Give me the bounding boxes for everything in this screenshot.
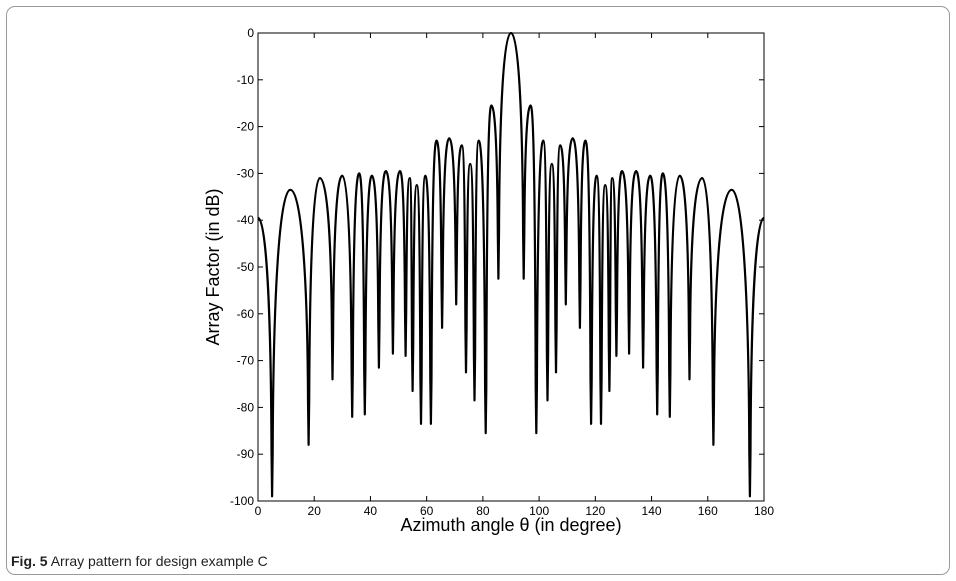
y-tick-label: -10 [237, 73, 255, 87]
y-axis-label: Array Factor (in dB) [203, 188, 223, 345]
y-tick-label: -20 [237, 120, 255, 134]
x-tick-label: 100 [529, 504, 549, 518]
figure-number: Fig. 5 [11, 553, 48, 569]
x-tick-label: 0 [255, 504, 262, 518]
x-axis-label: Azimuth angle θ (in degree) [400, 515, 621, 535]
y-tick-label: -100 [230, 494, 254, 508]
figure-frame [6, 6, 950, 575]
array-factor-series [257, 31, 765, 498]
x-tick-label: 60 [420, 504, 434, 518]
array-factor-chart: 0 -10 -20 -30 -40 -50 -60 -70 -80 -90 -100 0 20 40 60… [203, 26, 774, 535]
x-tick-label: 80 [476, 504, 490, 518]
x-tick-label: 40 [364, 504, 378, 518]
x-tick-label: 20 [308, 504, 322, 518]
y-tick-label: -50 [237, 260, 255, 274]
y-tick-label: -60 [237, 307, 255, 321]
x-tick-label: 160 [698, 504, 718, 518]
x-axis-ticks: 0 20 40 60 80 100 120 140 160 180 [255, 33, 774, 518]
y-tick-label: -30 [237, 166, 255, 180]
figure-caption: Fig. 5 Array pattern for design example … [11, 553, 268, 569]
array-factor-line [257, 31, 765, 498]
y-tick-label: 0 [247, 26, 254, 40]
y-axis-ticks: 0 -10 -20 -30 -40 -50 -60 -70 -80 -90 -100 [230, 26, 764, 508]
y-tick-label: -40 [237, 213, 255, 227]
x-tick-label: 120 [585, 504, 605, 518]
y-tick-label: -90 [237, 447, 255, 461]
y-tick-label: -80 [237, 400, 255, 414]
x-tick-label: 180 [754, 504, 774, 518]
x-tick-label: 140 [642, 504, 662, 518]
y-tick-label: -70 [237, 354, 255, 368]
figure-caption-text: Array pattern for design example C [50, 553, 268, 569]
